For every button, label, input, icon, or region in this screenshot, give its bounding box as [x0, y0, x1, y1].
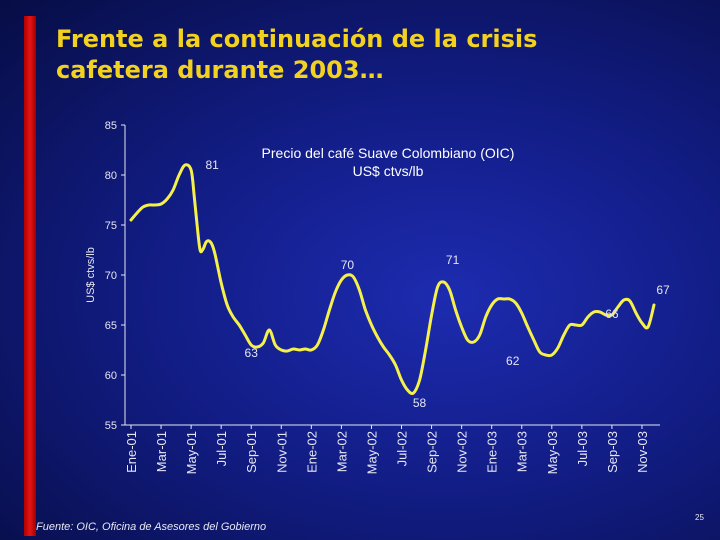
x-tick-label: Ene-01 [124, 431, 139, 473]
x-axis: Ene-01 Mar-01 May-01 Jul-01 Sep-01 Nov-01 Ene-… [124, 424, 660, 474]
series [129, 163, 656, 396]
chart-title: Precio del café Suave Colombiano (OIC) [262, 145, 515, 161]
x-tick-label: Mar-03 [515, 431, 530, 472]
x-tick-label: Mar-02 [334, 431, 349, 472]
y-axis: 55 60 65 70 75 80 85 [105, 120, 126, 432]
data-label: 58 [413, 396, 427, 410]
data-label: 71 [446, 253, 460, 267]
y-tick-label: 85 [105, 120, 117, 132]
x-tick-label: Mar-01 [154, 431, 169, 472]
data-label: 63 [245, 346, 259, 360]
x-tick-label: Sep-01 [244, 431, 259, 473]
slide-title-line-2: cafetera durante 2003… [56, 56, 384, 84]
data-label: 70 [341, 258, 355, 272]
price-series-line [129, 163, 656, 396]
x-tick-label: Nov-02 [455, 431, 470, 473]
y-tick-label: 75 [105, 220, 117, 232]
page-number: 25 [695, 513, 704, 522]
y-tick-label: 60 [105, 370, 117, 382]
y-tick-label: 70 [105, 270, 117, 282]
annotations: 81 63 70 71 58 62 66 67 [205, 158, 670, 410]
x-tick-label: Sep-02 [425, 431, 440, 473]
x-tick-label: Jul-01 [214, 431, 229, 466]
x-tick-label: May-02 [364, 431, 379, 474]
y-tick-label: 65 [105, 320, 117, 332]
x-tick-label: Ene-03 [485, 431, 500, 473]
x-tick-label: Jul-02 [395, 431, 410, 466]
chart-subtitle: US$ ctvs/lb [353, 163, 424, 179]
x-tick-label: May-03 [545, 431, 560, 474]
data-label: 67 [656, 283, 670, 297]
x-tick-label: Jul-03 [575, 431, 590, 466]
y-tick-label: 55 [105, 420, 117, 432]
x-tick-label: Ene-02 [304, 431, 319, 473]
slide-title-line-1: Frente a la continuación de la crisis [56, 25, 538, 53]
slide-title: Frente a la continuación de la crisis ca… [56, 24, 656, 86]
data-label: 81 [205, 158, 219, 172]
x-tick-label: May-01 [184, 431, 199, 474]
data-label: 62 [506, 354, 520, 368]
data-label: 66 [605, 307, 619, 321]
x-tick-label: Nov-03 [635, 431, 650, 473]
x-tick-label: Sep-03 [605, 431, 620, 473]
y-tick-label: 80 [105, 170, 117, 182]
accent-bar [24, 16, 36, 536]
source-note: Fuente: OIC, Oficina de Asesores del Gob… [36, 521, 267, 533]
x-tick-label: Nov-01 [274, 431, 289, 473]
y-axis-label: US$ ctvs/lb [85, 247, 97, 303]
